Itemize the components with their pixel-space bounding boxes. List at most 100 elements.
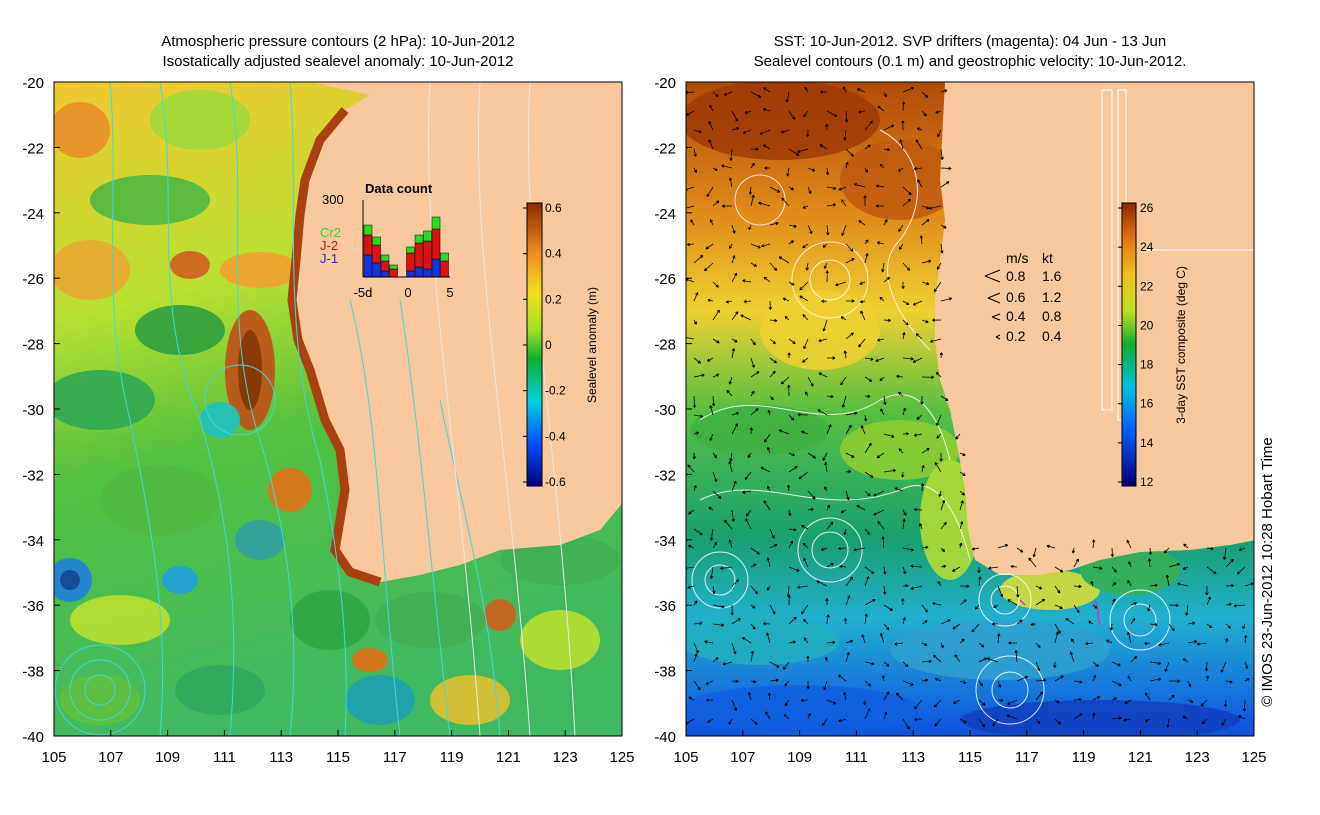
velocity-arrow [1092,712,1096,720]
inset-bar-segment [431,216,441,230]
velocity-arrow [709,219,714,226]
velocity-legend-ms-1: 0.6 [1006,289,1026,305]
velocity-arrow [986,657,999,663]
velocity-arrow [971,547,980,551]
velocity-arrow [875,204,885,208]
velocity-arrow [1225,558,1234,568]
velocity-arrow [877,105,885,112]
velocity-arrow [845,469,852,474]
velocity-arrow [712,490,722,499]
velocity-arrow [788,240,794,245]
velocity-arrow [723,519,733,530]
velocity-arrow [1244,677,1250,682]
velocity-arrow [1111,582,1117,587]
velocity-arrow [864,471,874,478]
velocity-arrow [705,680,714,685]
velocity-arrow [863,195,867,207]
velocity-arrow [1071,638,1075,644]
velocity-arrow [919,235,924,245]
velocity-arrow [820,90,828,94]
right-x-tick-label: 125 [1241,749,1266,766]
right-y-tick-label: -32 [654,467,676,484]
velocity-arrow [921,91,929,98]
velocity-arrow [845,243,854,252]
inset-bar-segment [406,252,415,272]
velocity-arrow [974,604,980,610]
velocity-arrow [921,659,932,664]
velocity-arrow [864,394,871,398]
velocity-arrow [1204,661,1209,672]
velocity-arrow [853,183,866,188]
velocity-arrow [843,618,848,625]
velocity-arrow [1028,557,1037,568]
right-y-tick-label: -30 [654,402,676,419]
velocity-arrow [845,424,852,435]
velocity-arrow [940,148,944,160]
velocity-arrow [939,452,943,462]
velocity-arrow [788,452,795,457]
velocity-arrow [940,89,948,93]
velocity-arrow [781,129,790,134]
velocity-arrow [1149,583,1158,588]
velocity-arrow [769,338,776,345]
velocity-arrow [788,281,795,286]
velocity-arrow [731,255,736,264]
velocity-arrow [997,698,1004,702]
velocity-arrow [709,528,714,541]
velocity-arrow [1123,718,1132,722]
velocity-arrow [780,376,790,385]
velocity-arrow [803,618,809,625]
velocity-arrow [1035,718,1041,725]
left-y-tick-label: -30 [22,402,44,419]
velocity-arrow [760,466,771,473]
velocity-arrow [864,167,868,173]
velocity-arrow [929,205,942,210]
velocity-arrow [807,452,816,459]
velocity-arrow [914,699,923,710]
velocity-arrow [1130,602,1137,606]
velocity-arrow [826,640,836,645]
sst-colorbar-tick-label: 14 [1140,436,1154,450]
velocity-arrow [1054,699,1060,704]
velocity-arrow [693,357,701,364]
velocity-arrow [822,319,828,332]
velocity-arrow [826,203,836,207]
sst-colorbar-tick-label: 18 [1140,358,1154,372]
velocity-arrow [788,466,798,473]
velocity-arrow [693,414,704,418]
velocity-arrow [728,177,733,188]
velocity-arrow [1111,598,1116,606]
velocity-arrow [721,164,733,169]
velocity-arrow [955,433,961,440]
velocity-arrow [1054,604,1063,609]
velocity-arrow [971,623,980,633]
velocity-arrow [864,239,869,245]
velocity-arrow [997,585,1004,598]
sst-colorbar-tick-label: 26 [1140,201,1154,215]
velocity-arrow [767,485,771,492]
inset-y-max: 300 [322,192,344,207]
velocity-arrow [845,651,850,663]
velocity-arrow [784,699,790,707]
velocity-arrow [1225,602,1232,606]
left-axes: -20 -22 -24 -26 -28 -30 -32 -34 -36 -38 -40 105 107 1… [22,75,634,766]
left-x-tick-label: 113 [269,749,293,766]
velocity-arrow [845,576,854,587]
velocity-arrow [959,718,967,724]
velocity-arrow [803,637,809,644]
velocity-arrow [750,338,756,346]
velocity-arrow [750,91,762,98]
velocity-legend-kt-1: 1.2 [1042,289,1062,305]
velocity-arrow [1030,622,1037,626]
velocity-arrow [1182,566,1189,570]
left-x-tick-label: 109 [155,749,180,766]
velocity-legend-header-ms: m/s [1006,250,1029,266]
velocity-arrow [953,699,961,704]
velocity-arrow [1053,661,1057,668]
velocity-arrow [749,427,753,435]
sst-colorbar-label: 3-day SST composite (deg C) [1174,266,1188,424]
sealevel-colorbar-tick-label: 0.4 [545,247,562,261]
velocity-legend-ms-2: 0.4 [1006,308,1026,324]
velocity-arrow [807,186,812,194]
velocity-arrow [765,711,771,720]
